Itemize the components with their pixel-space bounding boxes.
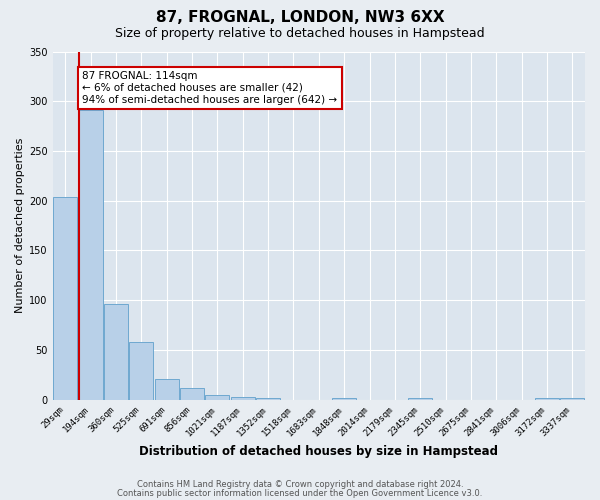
- Text: 87, FROGNAL, LONDON, NW3 6XX: 87, FROGNAL, LONDON, NW3 6XX: [155, 10, 445, 25]
- Text: 87 FROGNAL: 114sqm
← 6% of detached houses are smaller (42)
94% of semi-detached: 87 FROGNAL: 114sqm ← 6% of detached hous…: [82, 72, 337, 104]
- Bar: [205, 395, 229, 400]
- Bar: [53, 197, 77, 400]
- Bar: [231, 396, 255, 400]
- Bar: [535, 398, 559, 400]
- Bar: [332, 398, 356, 400]
- Bar: [408, 398, 432, 400]
- Text: Contains public sector information licensed under the Open Government Licence v3: Contains public sector information licen…: [118, 488, 482, 498]
- X-axis label: Distribution of detached houses by size in Hampstead: Distribution of detached houses by size …: [139, 444, 499, 458]
- Bar: [560, 398, 584, 400]
- Bar: [104, 304, 128, 400]
- Bar: [130, 342, 154, 400]
- Bar: [79, 110, 103, 400]
- Text: Size of property relative to detached houses in Hampstead: Size of property relative to detached ho…: [115, 28, 485, 40]
- Bar: [180, 388, 204, 400]
- Bar: [256, 398, 280, 400]
- Bar: [155, 379, 179, 400]
- Text: Contains HM Land Registry data © Crown copyright and database right 2024.: Contains HM Land Registry data © Crown c…: [137, 480, 463, 489]
- Y-axis label: Number of detached properties: Number of detached properties: [15, 138, 25, 314]
